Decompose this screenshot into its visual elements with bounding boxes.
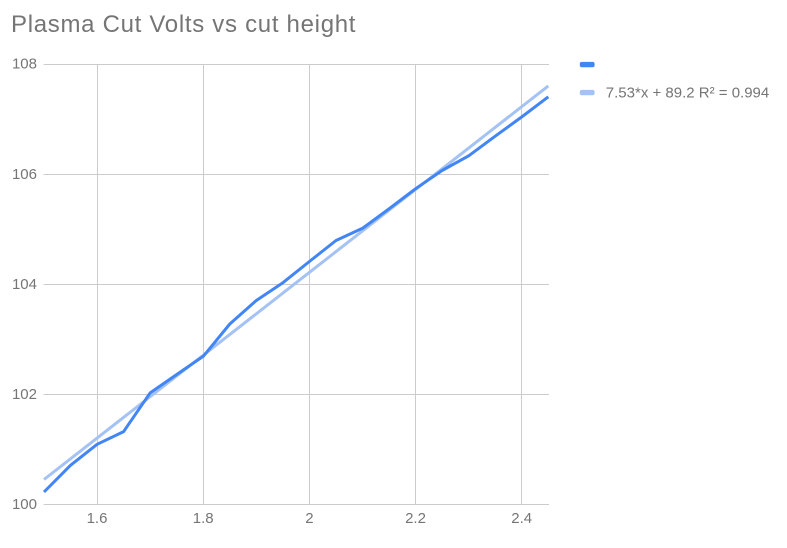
svg-text:108: 108 — [12, 56, 37, 73]
svg-text:100: 100 — [12, 496, 37, 513]
svg-text:1.6: 1.6 — [87, 510, 108, 527]
svg-text:104: 104 — [12, 276, 37, 293]
svg-text:102: 102 — [12, 386, 37, 403]
svg-text:106: 106 — [12, 166, 37, 183]
svg-text:2.4: 2.4 — [511, 510, 532, 527]
svg-text:2.2: 2.2 — [405, 510, 426, 527]
svg-text:7.53*x + 89.2 R² = 0.994: 7.53*x + 89.2 R² = 0.994 — [606, 85, 769, 102]
svg-text:2: 2 — [305, 510, 313, 527]
svg-text:Plasma Cut Volts vs cut height: Plasma Cut Volts vs cut height — [11, 11, 356, 38]
svg-text:1.8: 1.8 — [193, 510, 214, 527]
